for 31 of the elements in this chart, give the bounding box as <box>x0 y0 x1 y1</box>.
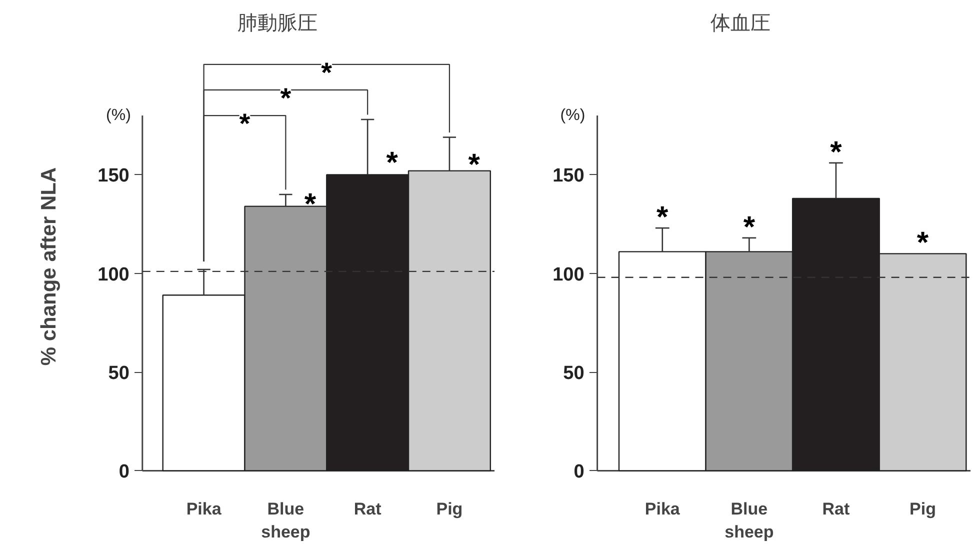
y-tick-label: 100 <box>552 264 584 286</box>
text: (%) <box>106 107 131 124</box>
text: * <box>280 82 292 114</box>
annotation: * <box>656 201 669 234</box>
x-tick-label: Rat <box>822 500 850 518</box>
x-tick-label: Rat <box>354 500 382 518</box>
annotation: * <box>304 188 316 221</box>
chart-title: 肺動脈圧 <box>238 12 318 34</box>
text: * <box>321 56 332 88</box>
y-tick-label: 50 <box>563 363 584 384</box>
y-tick-label: 150 <box>552 166 584 187</box>
annotation: * <box>743 210 756 244</box>
y-tick-label: 50 <box>108 363 130 384</box>
x-tick-label: Pig <box>436 500 463 518</box>
y-tick-label: 0 <box>118 462 130 483</box>
y-tick-label: 0 <box>574 462 584 483</box>
annotation: * <box>916 226 929 260</box>
x-tick-label: Blue sheep <box>261 500 310 542</box>
y-tick-label: 150 <box>98 166 130 187</box>
x-tick-label: Blue sheep <box>724 500 774 542</box>
chart-title: 体血圧 <box>710 12 770 34</box>
annotation: * <box>468 148 480 182</box>
x-tick-label: Pika <box>644 500 680 518</box>
annotation: * <box>239 108 250 140</box>
y-tick-label: 100 <box>98 264 130 286</box>
y-axis-title: % change after NLA <box>38 167 60 366</box>
x-tick-label: Pika <box>186 500 222 518</box>
annotation: * <box>830 136 842 169</box>
annotation: * <box>386 146 398 180</box>
text: (%) <box>560 107 586 124</box>
x-tick-label: Pig <box>910 500 936 518</box>
